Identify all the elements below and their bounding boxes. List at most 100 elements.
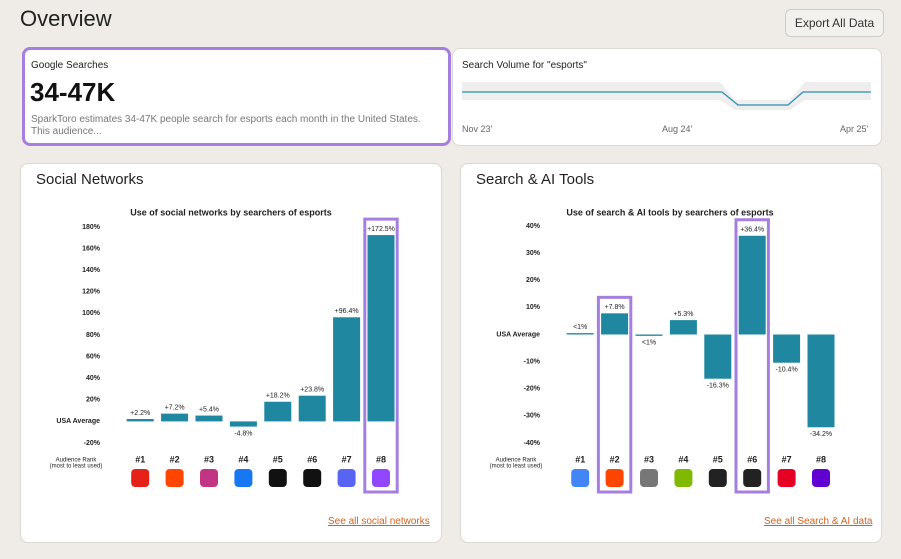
icon	[640, 469, 658, 487]
searches-card	[22, 47, 451, 146]
value-label: +5.4%	[199, 406, 219, 413]
highlight-box	[596, 295, 633, 494]
icon	[571, 469, 590, 487]
bar	[669, 320, 697, 335]
x-tick-label: #8	[816, 454, 826, 464]
y-tick-label: 40%	[526, 223, 541, 230]
value-label: +23.8%	[300, 387, 324, 394]
social-link[interactable]: See all social networks	[328, 516, 430, 527]
bar	[566, 333, 594, 335]
searches-label: Google Searches	[31, 60, 109, 71]
value-label: <1%	[573, 324, 587, 331]
search-card-title: Search & AI Tools	[476, 171, 595, 188]
x-tick-label: #3	[644, 454, 654, 464]
rank-label: Audience Rank	[56, 458, 98, 464]
icon	[777, 469, 796, 487]
value-label: +172.5%	[367, 226, 395, 233]
rank-label: (most to least used)	[490, 464, 543, 470]
bar	[601, 313, 629, 335]
x-tick-label: #8	[376, 454, 386, 464]
bar	[298, 395, 326, 422]
rank-label: Audience Rank	[496, 458, 538, 464]
icon	[372, 469, 390, 487]
x-tick-label: #7	[342, 454, 352, 464]
bar	[126, 419, 154, 422]
x-tick-label: #1	[135, 454, 145, 464]
icon	[165, 469, 184, 487]
volume-title: Search Volume for "esports"	[462, 60, 587, 71]
highlight-box	[734, 218, 770, 494]
value-label: -16.3%	[707, 383, 729, 390]
value-label: +36.4%	[740, 227, 764, 234]
x-tick-label: #5	[273, 454, 283, 464]
y-tick-label: 30%	[526, 250, 541, 257]
searches-description: SparkToro estimates 34-47K people search…	[31, 114, 421, 137]
x-tick-label: #6	[307, 454, 317, 464]
y-tick-label: 40%	[86, 375, 101, 382]
x-tick-label: #1	[575, 454, 585, 464]
bar	[161, 413, 189, 422]
y-tick-label: -20%	[524, 386, 541, 393]
value-label: +7.2%	[165, 404, 185, 411]
value-label: +18.2%	[266, 393, 290, 400]
y-tick-label: 160%	[82, 245, 101, 252]
y-tick-label: -10%	[524, 358, 541, 365]
value-label: +7.8%	[605, 304, 625, 311]
bar	[738, 235, 766, 335]
x-tick-label: #4	[238, 454, 248, 464]
bar	[367, 235, 395, 422]
icon	[268, 469, 287, 487]
volume-x-label: Apr 25'	[840, 124, 869, 134]
y-tick-label: 100%	[82, 310, 101, 317]
bar	[807, 334, 835, 428]
x-tick-label: #6	[747, 454, 757, 464]
search-link[interactable]: See all Search & AI data	[764, 516, 873, 527]
icon	[812, 469, 830, 487]
value-label: +96.4%	[335, 308, 359, 315]
volume-x-label: Aug 24'	[662, 124, 693, 134]
y-tick-label: -30%	[524, 413, 541, 420]
y-tick-label: -20%	[84, 440, 101, 447]
y-tick-label: 10%	[526, 304, 541, 311]
y-tick-label: USA Average	[496, 331, 540, 338]
value-label: <1%	[642, 340, 656, 347]
page-title: Overview	[20, 6, 112, 31]
bar	[229, 421, 257, 427]
y-tick-label: 20%	[86, 397, 101, 404]
sparkline	[462, 91, 871, 106]
icon	[131, 469, 150, 487]
bar	[195, 415, 223, 422]
x-tick-label: #2	[610, 454, 620, 464]
x-tick-label: #4	[678, 454, 688, 464]
value-label: -10.4%	[776, 367, 798, 374]
searches-value: 34-47K	[30, 77, 116, 107]
y-tick-label: -40%	[524, 440, 541, 447]
y-tick-label: 60%	[86, 353, 101, 360]
y-tick-label: 20%	[526, 277, 541, 284]
value-label: +5.3%	[673, 311, 693, 318]
x-tick-label: #7	[782, 454, 792, 464]
bar	[264, 401, 292, 422]
icon	[743, 469, 762, 487]
value-label: -4.8%	[234, 430, 252, 437]
value-label: -34.2%	[810, 431, 832, 438]
rank-label: (most to least used)	[50, 464, 103, 470]
bar	[773, 334, 801, 363]
y-tick-label: 140%	[82, 267, 101, 274]
export-button[interactable]: Export All Data	[785, 9, 884, 37]
volume-x-label: Nov 23'	[462, 124, 493, 134]
highlight-box	[363, 217, 399, 494]
y-tick-label: USA Average	[56, 418, 100, 425]
bar	[704, 334, 732, 379]
x-tick-label: #5	[713, 454, 723, 464]
value-label: +2.2%	[130, 410, 150, 417]
x-tick-label: #2	[170, 454, 180, 464]
icon	[708, 469, 727, 487]
icon	[605, 469, 624, 487]
y-tick-label: 120%	[82, 289, 101, 296]
bar	[333, 317, 361, 422]
y-tick-label: 180%	[82, 224, 101, 231]
x-tick-label: #3	[204, 454, 214, 464]
